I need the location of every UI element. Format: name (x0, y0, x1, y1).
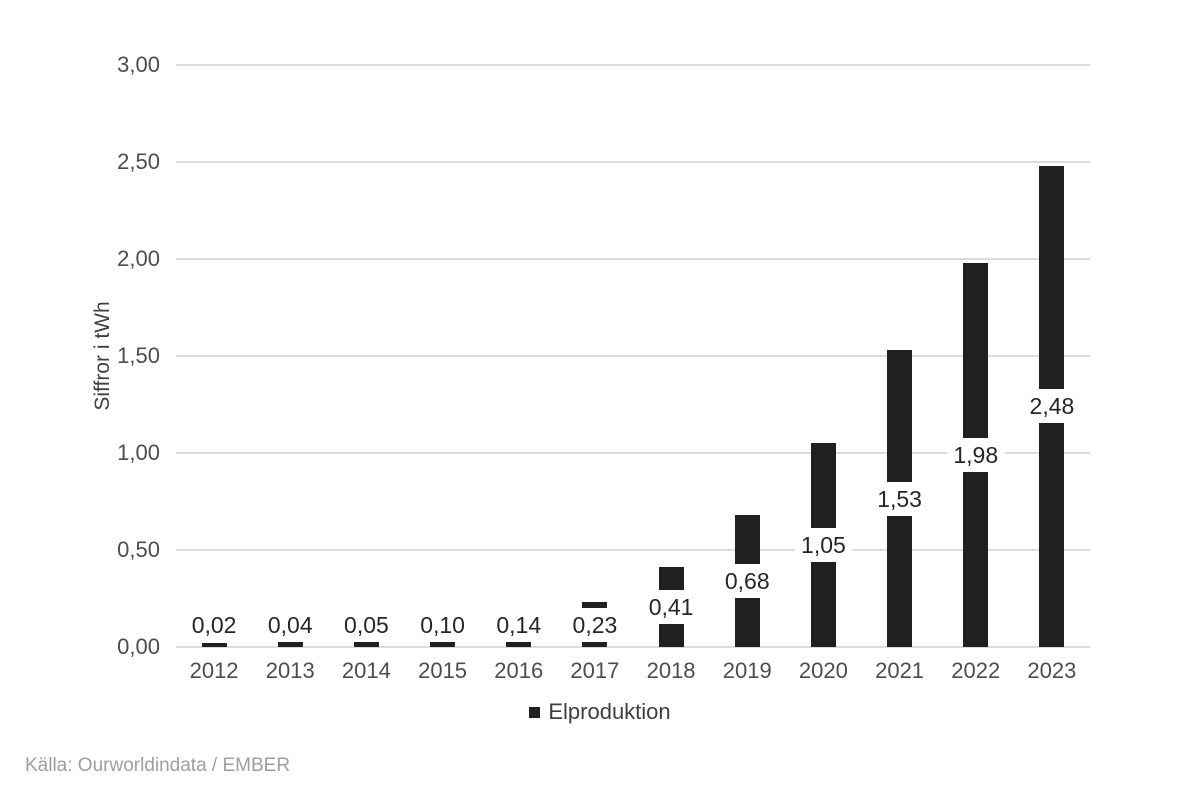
legend-label: Elproduktion (548, 699, 671, 724)
y-tick-1,50: 1,50 (117, 343, 160, 368)
bar-value-label-2020: 1,05 (795, 528, 852, 563)
x-tick-2012: 2012 (189, 658, 239, 683)
bar-2013 (277, 639, 303, 647)
y-tick-0,00: 0,00 (117, 634, 160, 659)
bar-value-label-2017: 0,23 (566, 607, 624, 642)
bar-value-label-2019: 0,68 (718, 564, 776, 599)
x-tick-2022: 2022 (951, 658, 1001, 683)
x-tick-2015: 2015 (418, 658, 468, 683)
bar-value-label-2012: 0,02 (185, 608, 243, 642)
y-tick-3,00: 3,00 (117, 52, 160, 77)
bar-2012 (201, 643, 227, 647)
y-tick-1,00: 1,00 (117, 440, 160, 465)
x-tick-2020: 2020 (798, 658, 848, 683)
gridline-2,50 (176, 161, 1090, 163)
bar-2014 (353, 637, 379, 647)
y-tick-2,50: 2,50 (117, 149, 160, 174)
x-tick-2023: 2023 (1027, 658, 1077, 683)
bar-value-label-2018: 0,41 (642, 590, 700, 625)
source-note: Källa: Ourworldindata / EMBER (25, 755, 291, 776)
x-tick-2014: 2014 (341, 658, 391, 683)
y-tick-2,00: 2,00 (117, 246, 160, 271)
gridline-2,00 (176, 258, 1090, 260)
x-tick-2021: 2021 (875, 658, 925, 683)
bar-value-label-2016: 0,14 (490, 608, 548, 642)
x-tick-2016: 2016 (494, 658, 544, 683)
bar-value-label-2013: 0,04 (261, 608, 319, 642)
y-tick-0,50: 0,50 (117, 537, 160, 562)
bar-value-label-2021: 1,53 (871, 481, 928, 516)
bar-value-label-2022: 1,98 (947, 437, 1005, 472)
x-tick-2017: 2017 (570, 658, 620, 683)
x-tick-2018: 2018 (646, 658, 696, 683)
legend: Elproduktion (0, 699, 1200, 725)
gridline-1,00 (176, 452, 1090, 454)
x-tick-2013: 2013 (265, 658, 315, 683)
bar-value-label-2014: 0,05 (338, 608, 395, 642)
gridline-3,00 (176, 64, 1090, 66)
gridline-1,50 (176, 355, 1090, 357)
legend-marker-square-icon (529, 706, 541, 718)
gridline-0,00 (176, 646, 1090, 648)
bar-value-label-2015: 0,10 (414, 608, 471, 642)
gridline-0,50 (176, 549, 1090, 551)
x-tick-2019: 2019 (722, 658, 772, 683)
bar-value-label-2023: 2,48 (1023, 389, 1081, 424)
